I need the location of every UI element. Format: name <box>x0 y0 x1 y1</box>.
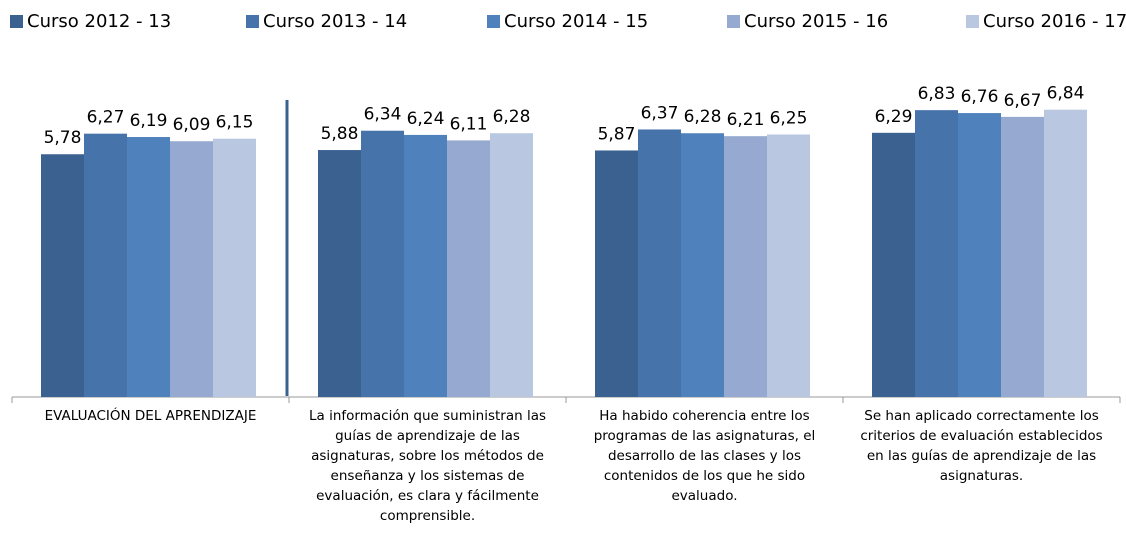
data-label: 6,24 <box>407 109 445 129</box>
bar <box>872 132 915 397</box>
legend-label: Curso 2016 - 17 <box>983 11 1126 32</box>
legend-swatch <box>246 15 259 28</box>
data-label: 6,09 <box>173 115 211 135</box>
bar <box>318 150 361 397</box>
bar <box>490 133 533 398</box>
data-label: 5,88 <box>321 124 359 144</box>
data-label: 6,84 <box>1047 84 1085 104</box>
data-label: 6,11 <box>450 114 488 134</box>
bar <box>958 113 1001 397</box>
bar <box>447 140 490 397</box>
bar <box>361 130 404 397</box>
data-label: 5,78 <box>44 128 82 148</box>
data-label: 6,76 <box>961 87 999 107</box>
bar <box>1001 116 1044 398</box>
legend-swatch <box>487 15 500 28</box>
bar <box>213 138 256 397</box>
data-label: 6,83 <box>918 84 956 104</box>
data-label: 6,28 <box>493 107 531 127</box>
bar <box>84 133 127 397</box>
legend-swatch <box>966 15 979 28</box>
bar <box>638 129 681 397</box>
data-label: 6,34 <box>364 105 402 125</box>
legend-swatch <box>727 15 740 28</box>
bar <box>404 134 447 398</box>
legend-label: Curso 2015 - 16 <box>744 11 888 32</box>
bar <box>915 110 958 397</box>
data-label: 6,21 <box>727 110 765 130</box>
data-label: 6,28 <box>684 107 722 127</box>
data-label: 6,19 <box>130 111 168 131</box>
data-label: 6,67 <box>1004 91 1042 111</box>
x-tick-label: La información que suministran las guías… <box>309 408 546 524</box>
legend-swatch <box>10 15 23 28</box>
bar <box>767 134 810 397</box>
data-label: 6,29 <box>875 107 913 127</box>
data-label: 5,87 <box>598 124 636 144</box>
bar <box>724 136 767 397</box>
x-tick-label: Ha habido coherencia entre los programas… <box>593 408 816 504</box>
bar <box>127 137 170 397</box>
legend-label: Curso 2013 - 14 <box>263 11 407 32</box>
x-tick-label: EVALUACIÓN DEL APRENDIZAJE <box>44 408 257 424</box>
x-tick-label: Se han aplicado correctamente los criter… <box>860 408 1103 484</box>
bar <box>1044 109 1087 397</box>
bar <box>170 141 213 397</box>
data-label: 6,25 <box>770 109 808 129</box>
data-label: 6,37 <box>641 103 679 123</box>
legend-label: Curso 2012 - 13 <box>27 11 171 32</box>
bar <box>41 154 84 397</box>
bar <box>595 150 638 397</box>
bar <box>681 133 724 398</box>
legend-label: Curso 2014 - 15 <box>504 11 648 32</box>
data-label: 6,15 <box>216 113 254 133</box>
data-label: 6,27 <box>87 108 125 128</box>
